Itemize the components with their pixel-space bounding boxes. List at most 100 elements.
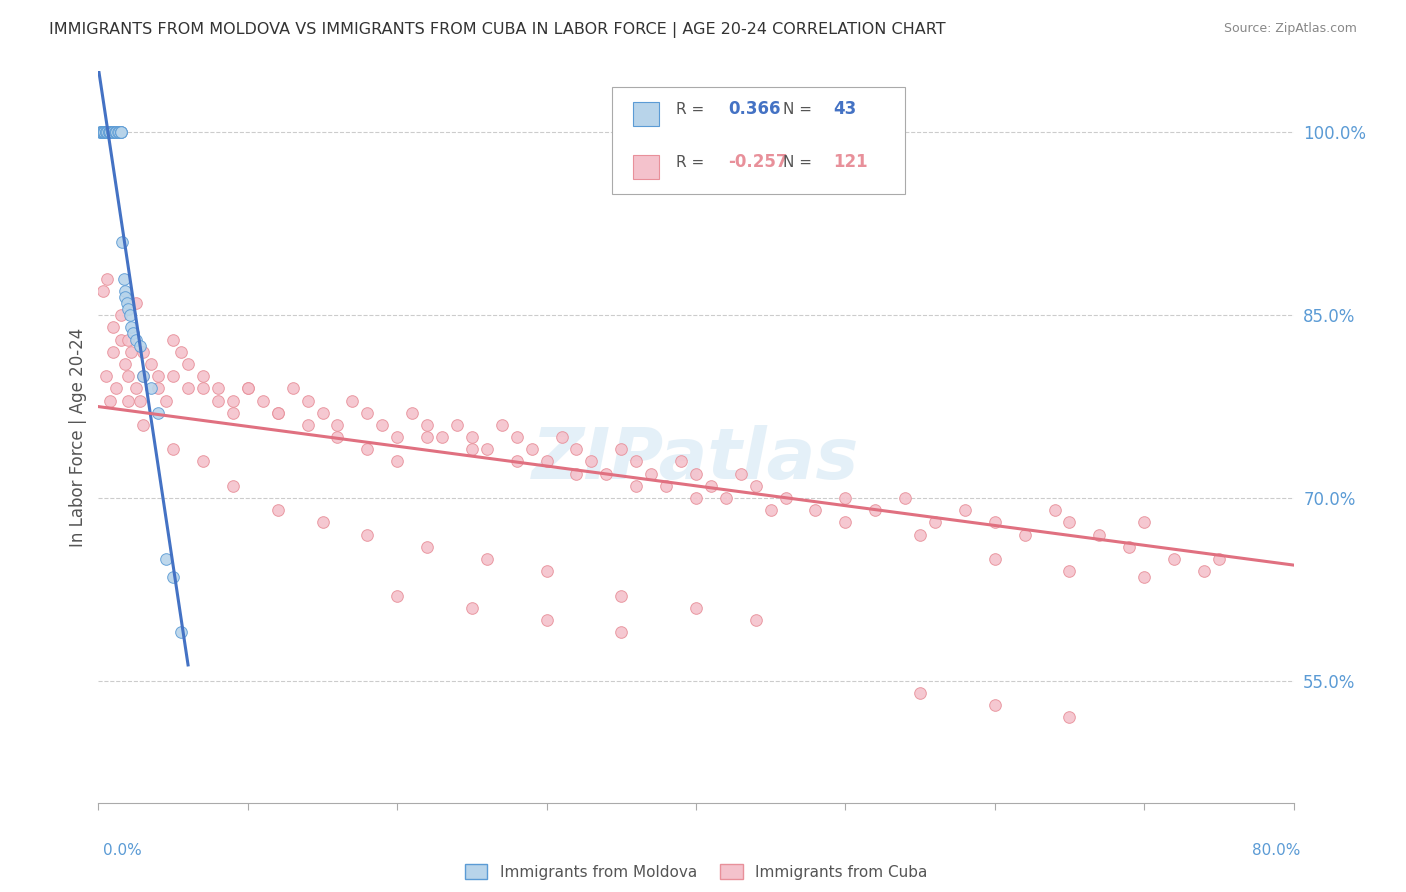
Point	[1014, 527, 1036, 541]
Point	[93, 125, 115, 139]
Point	[222, 479, 245, 493]
Point	[120, 344, 142, 359]
Text: R =: R =	[676, 102, 709, 117]
Point	[385, 589, 409, 603]
Point	[104, 125, 127, 139]
Point	[97, 125, 120, 139]
Point	[93, 125, 115, 139]
Point	[222, 406, 245, 420]
Point	[475, 442, 498, 457]
Point	[207, 381, 229, 395]
Point	[177, 381, 200, 395]
Point	[107, 125, 129, 139]
Point	[685, 491, 707, 505]
Point	[117, 369, 139, 384]
Point	[894, 491, 917, 505]
FancyBboxPatch shape	[613, 87, 905, 194]
Point	[94, 125, 117, 139]
Point	[91, 125, 114, 139]
Point	[834, 491, 856, 505]
Point	[91, 284, 114, 298]
Point	[536, 613, 558, 627]
Point	[162, 442, 184, 457]
Point	[236, 381, 259, 395]
Point	[98, 393, 122, 408]
Point	[311, 516, 333, 530]
Point	[281, 381, 304, 395]
Point	[91, 125, 114, 139]
Point	[610, 442, 633, 457]
Point	[1059, 516, 1081, 530]
Point	[461, 430, 484, 444]
Point	[430, 430, 453, 444]
Point	[416, 540, 439, 554]
Point	[745, 479, 768, 493]
Point	[626, 479, 648, 493]
Point	[640, 467, 662, 481]
Point	[655, 479, 678, 493]
Point	[730, 467, 752, 481]
Point	[953, 503, 976, 517]
Point	[117, 333, 139, 347]
Point	[132, 369, 155, 384]
Point	[267, 503, 290, 517]
Point	[110, 125, 132, 139]
Point	[139, 381, 162, 395]
Point	[461, 442, 484, 457]
Point	[565, 467, 588, 481]
Point	[94, 369, 117, 384]
Point	[356, 527, 378, 541]
Point	[103, 125, 125, 139]
Point	[90, 125, 112, 139]
Point	[669, 454, 692, 468]
Point	[191, 381, 214, 395]
Point	[105, 125, 128, 139]
Point	[311, 406, 333, 420]
Point	[416, 417, 439, 432]
Point	[110, 125, 132, 139]
Point	[626, 454, 648, 468]
Point	[125, 296, 148, 310]
Point	[125, 381, 148, 395]
Point	[155, 552, 177, 566]
Point	[108, 125, 131, 139]
Point	[97, 125, 120, 139]
Point	[132, 344, 155, 359]
Point	[129, 339, 152, 353]
Point	[89, 125, 111, 139]
Point	[1059, 710, 1081, 724]
Point	[610, 589, 633, 603]
Point	[94, 125, 117, 139]
Point	[129, 393, 152, 408]
Point	[550, 430, 572, 444]
Point	[520, 442, 543, 457]
Point	[759, 503, 782, 517]
Point	[121, 326, 143, 341]
Point	[103, 344, 125, 359]
Point	[132, 369, 155, 384]
Point	[1163, 552, 1185, 566]
Point	[595, 467, 617, 481]
Point	[98, 125, 122, 139]
Point	[356, 406, 378, 420]
Text: R =: R =	[676, 154, 709, 169]
Point	[536, 454, 558, 468]
Point	[371, 417, 394, 432]
Point	[114, 290, 136, 304]
Point	[177, 357, 200, 371]
Point	[581, 454, 603, 468]
Point	[96, 125, 118, 139]
Point	[118, 308, 141, 322]
Point	[565, 442, 588, 457]
Point	[461, 600, 484, 615]
Point	[162, 369, 184, 384]
Point	[125, 333, 148, 347]
Legend: Immigrants from Moldova, Immigrants from Cuba: Immigrants from Moldova, Immigrants from…	[458, 858, 934, 886]
Point	[745, 613, 768, 627]
Point	[103, 320, 125, 334]
Point	[112, 271, 135, 285]
Text: 121: 121	[834, 153, 868, 171]
Point	[297, 417, 319, 432]
Point	[714, 491, 737, 505]
Point	[139, 357, 162, 371]
